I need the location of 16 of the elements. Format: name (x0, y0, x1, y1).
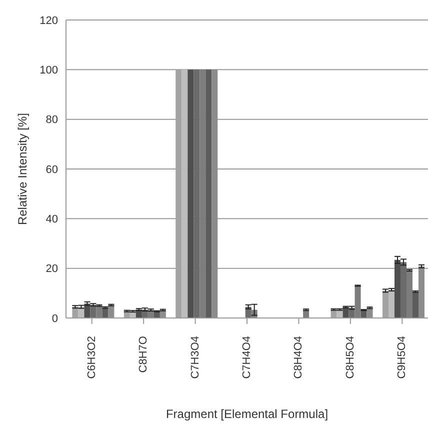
y-tick-label: 100 (40, 64, 58, 77)
x-tick-label: C8H5O4 (344, 336, 356, 379)
y-tick-label: 0 (52, 312, 58, 325)
y-tick-label: 80 (46, 114, 58, 126)
y-tick-label: 40 (46, 214, 58, 226)
y-tick-label: 60 (46, 164, 58, 176)
x-tick-label: C6H3O2 (86, 336, 98, 379)
y-axis-title: Relative Intensity [%] (15, 112, 30, 226)
x-tick-label: C8H7O (138, 336, 150, 373)
y-tick-label: 120 (40, 14, 58, 27)
x-tick-label: C9H5O4 (396, 336, 408, 379)
x-tick-label: C8H4O4 (292, 336, 305, 379)
y-tick-label: 20 (46, 263, 58, 276)
x-axis-title: Fragment [Elemental Formula] (166, 407, 328, 421)
x-tick-label: C7H4O4 (241, 336, 253, 379)
x-tick-label: C7H3O4 (189, 336, 202, 379)
